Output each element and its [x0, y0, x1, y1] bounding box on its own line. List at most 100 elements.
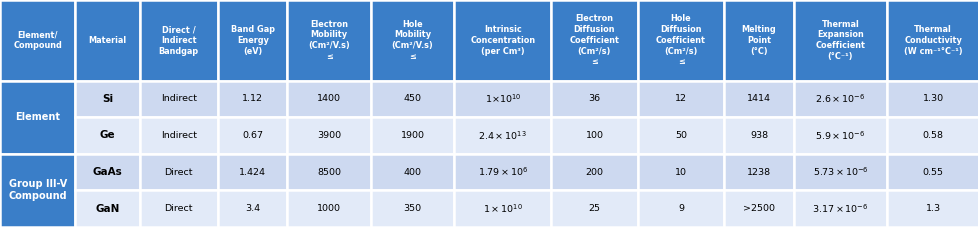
- Text: Band Gap
Energy
(eV): Band Gap Energy (eV): [231, 25, 275, 56]
- Text: 3900: 3900: [317, 131, 340, 140]
- Bar: [0, 0, 75, 81]
- Text: $2.6 \times 10^{-6}$: $2.6 \times 10^{-6}$: [815, 93, 865, 105]
- Bar: [454, 117, 551, 154]
- Text: 1414: 1414: [746, 94, 770, 103]
- Bar: [724, 117, 793, 154]
- Bar: [140, 154, 218, 190]
- Bar: [724, 154, 793, 190]
- Bar: [551, 0, 637, 81]
- Bar: [75, 0, 140, 81]
- Bar: [75, 81, 140, 117]
- Text: GaAs: GaAs: [93, 167, 122, 177]
- Text: Thermal
Expansion
Coefficient
(°C⁻¹): Thermal Expansion Coefficient (°C⁻¹): [815, 20, 865, 61]
- Text: Hole
Diffusion
Coefficient
(Cm²/s)
≤: Hole Diffusion Coefficient (Cm²/s) ≤: [655, 14, 705, 66]
- Bar: [75, 190, 140, 227]
- Text: 938: 938: [749, 131, 767, 140]
- Text: Melting
Point
(°C): Melting Point (°C): [741, 25, 776, 56]
- Text: 36: 36: [588, 94, 600, 103]
- Text: 0.55: 0.55: [921, 168, 943, 177]
- Bar: [75, 154, 140, 190]
- Bar: [0, 154, 75, 227]
- Text: Electron
Mobility
(Cm²/V.s)
≤: Electron Mobility (Cm²/V.s) ≤: [308, 20, 349, 61]
- Text: 1238: 1238: [746, 168, 771, 177]
- Bar: [287, 117, 371, 154]
- Text: $1.79 \times 10^{6}$: $1.79 \times 10^{6}$: [477, 166, 527, 178]
- Bar: [886, 0, 978, 81]
- Bar: [75, 117, 140, 154]
- Text: 25: 25: [588, 204, 600, 213]
- Bar: [454, 81, 551, 117]
- Text: Direct: Direct: [164, 204, 193, 213]
- Text: 0.58: 0.58: [921, 131, 943, 140]
- Text: 8500: 8500: [317, 168, 340, 177]
- Text: $1 \times 10^{10}$: $1 \times 10^{10}$: [482, 202, 522, 215]
- Text: 1900: 1900: [400, 131, 424, 140]
- Bar: [371, 117, 454, 154]
- Bar: [886, 117, 978, 154]
- Text: $5.73 \times 10^{-6}$: $5.73 \times 10^{-6}$: [812, 166, 867, 178]
- Bar: [140, 190, 218, 227]
- Text: 1.3: 1.3: [924, 204, 940, 213]
- Text: Thermal
Conductivity
(W cm⁻¹°C⁻¹): Thermal Conductivity (W cm⁻¹°C⁻¹): [903, 25, 961, 56]
- Bar: [637, 190, 724, 227]
- Text: 200: 200: [585, 168, 602, 177]
- Text: Direct /
Indirect
Bandgap: Direct / Indirect Bandgap: [158, 25, 199, 56]
- Text: 400: 400: [403, 168, 422, 177]
- Bar: [454, 154, 551, 190]
- Bar: [724, 190, 793, 227]
- Text: 9: 9: [678, 204, 684, 213]
- Bar: [724, 81, 793, 117]
- Bar: [140, 117, 218, 154]
- Text: 3.4: 3.4: [244, 204, 260, 213]
- Text: Element: Element: [16, 112, 60, 122]
- Text: 0.67: 0.67: [242, 131, 263, 140]
- Text: Si: Si: [102, 94, 112, 104]
- Bar: [637, 154, 724, 190]
- Text: $1{\times}10^{10}$: $1{\times}10^{10}$: [484, 93, 520, 105]
- Bar: [724, 0, 793, 81]
- Text: Indirect: Indirect: [160, 131, 197, 140]
- Bar: [287, 154, 371, 190]
- Text: 100: 100: [585, 131, 602, 140]
- Text: 1.424: 1.424: [239, 168, 266, 177]
- Bar: [371, 0, 454, 81]
- Bar: [637, 0, 724, 81]
- Bar: [793, 117, 886, 154]
- Bar: [551, 117, 637, 154]
- Bar: [218, 154, 287, 190]
- Bar: [371, 154, 454, 190]
- Bar: [551, 81, 637, 117]
- Text: 1400: 1400: [317, 94, 340, 103]
- Text: $2.4 \times 10^{13}$: $2.4 \times 10^{13}$: [478, 129, 526, 142]
- Bar: [793, 154, 886, 190]
- Bar: [793, 81, 886, 117]
- Text: >2500: >2500: [742, 204, 775, 213]
- Text: Hole
Mobility
(Cm²/V.s)
≤: Hole Mobility (Cm²/V.s) ≤: [391, 20, 433, 61]
- Text: 1000: 1000: [317, 204, 340, 213]
- Text: 1.30: 1.30: [921, 94, 943, 103]
- Bar: [371, 81, 454, 117]
- Bar: [886, 154, 978, 190]
- Bar: [551, 154, 637, 190]
- Bar: [287, 190, 371, 227]
- Text: $5.9 \times 10^{-6}$: $5.9 \times 10^{-6}$: [815, 129, 865, 142]
- Bar: [218, 190, 287, 227]
- Bar: [454, 190, 551, 227]
- Bar: [0, 81, 75, 154]
- Text: Element/
Compound: Element/ Compound: [14, 30, 62, 50]
- Text: 10: 10: [675, 168, 687, 177]
- Bar: [218, 117, 287, 154]
- Bar: [793, 190, 886, 227]
- Text: $3.17 \times 10^{-6}$: $3.17 \times 10^{-6}$: [812, 202, 867, 215]
- Bar: [371, 190, 454, 227]
- Bar: [454, 0, 551, 81]
- Bar: [886, 190, 978, 227]
- Text: Group III-V
Compound: Group III-V Compound: [9, 179, 67, 201]
- Bar: [287, 81, 371, 117]
- Text: Electron
Diffusion
Coefficient
(Cm²/s)
≤: Electron Diffusion Coefficient (Cm²/s) ≤: [569, 14, 619, 66]
- Bar: [637, 117, 724, 154]
- Text: Indirect: Indirect: [160, 94, 197, 103]
- Bar: [218, 0, 287, 81]
- Bar: [140, 81, 218, 117]
- Text: Direct: Direct: [164, 168, 193, 177]
